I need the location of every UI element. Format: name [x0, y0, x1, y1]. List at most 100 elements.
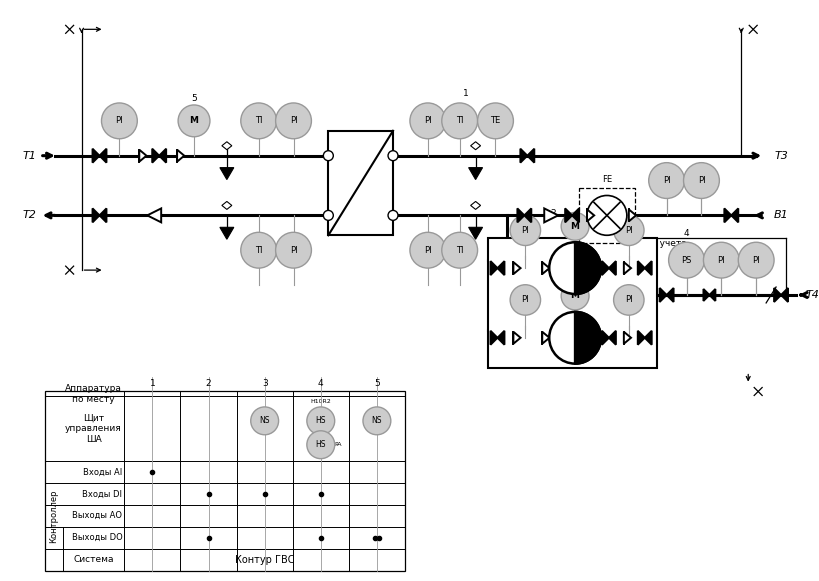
Polygon shape: [147, 209, 161, 223]
Text: 4: 4: [683, 229, 689, 238]
Text: Выходы DO: Выходы DO: [71, 533, 122, 542]
Text: 4: 4: [318, 379, 324, 388]
Polygon shape: [219, 168, 233, 180]
Polygon shape: [637, 331, 644, 345]
Circle shape: [387, 150, 397, 161]
Text: M: M: [570, 222, 579, 231]
Text: T2: T2: [23, 210, 37, 220]
Text: 3: 3: [261, 379, 267, 388]
Polygon shape: [177, 150, 184, 162]
Text: Входы DI: Входы DI: [82, 489, 122, 498]
Text: TI: TI: [255, 116, 262, 125]
Text: к узлу учета: к узлу учета: [626, 239, 686, 248]
Polygon shape: [609, 261, 615, 275]
Text: TI: TI: [455, 246, 463, 254]
Circle shape: [363, 407, 391, 435]
Polygon shape: [586, 209, 594, 221]
Polygon shape: [601, 261, 609, 275]
Circle shape: [737, 242, 773, 278]
Polygon shape: [574, 242, 600, 294]
Polygon shape: [219, 227, 233, 239]
Polygon shape: [574, 312, 600, 364]
Polygon shape: [623, 332, 631, 344]
Text: Щит
управления
ША: Щит управления ША: [65, 414, 122, 444]
Circle shape: [683, 163, 718, 199]
Circle shape: [387, 210, 397, 220]
Text: PI: PI: [521, 226, 528, 235]
Text: 2: 2: [550, 209, 555, 218]
Circle shape: [306, 431, 334, 458]
Polygon shape: [470, 142, 480, 150]
Polygon shape: [490, 261, 497, 275]
Polygon shape: [99, 149, 106, 163]
Polygon shape: [99, 209, 106, 223]
Circle shape: [509, 215, 540, 246]
Text: TI: TI: [255, 246, 262, 254]
Circle shape: [549, 242, 600, 294]
Polygon shape: [468, 168, 482, 180]
Polygon shape: [623, 262, 631, 274]
Text: 1: 1: [149, 379, 155, 388]
Circle shape: [275, 103, 311, 139]
Text: PI: PI: [752, 256, 759, 265]
Polygon shape: [513, 332, 520, 344]
Polygon shape: [139, 150, 147, 162]
Circle shape: [410, 232, 446, 268]
Polygon shape: [601, 331, 609, 345]
Text: PI: PI: [521, 296, 528, 304]
Polygon shape: [703, 289, 708, 301]
Text: T4: T4: [805, 290, 819, 300]
Polygon shape: [544, 209, 558, 223]
Text: B1: B1: [773, 210, 788, 220]
Text: PI: PI: [624, 296, 632, 304]
Polygon shape: [541, 332, 549, 344]
Text: Контур ГВС: Контур ГВС: [234, 555, 294, 565]
Text: PI: PI: [624, 226, 632, 235]
Text: Входы AI: Входы AI: [83, 468, 122, 476]
Polygon shape: [222, 142, 232, 150]
Polygon shape: [666, 288, 672, 302]
Polygon shape: [658, 288, 666, 302]
Circle shape: [410, 103, 446, 139]
Text: 5: 5: [373, 379, 379, 388]
Polygon shape: [523, 209, 531, 223]
Circle shape: [102, 103, 137, 139]
Polygon shape: [497, 331, 504, 345]
Text: PI: PI: [423, 116, 431, 125]
Polygon shape: [527, 149, 534, 163]
Text: 1: 1: [462, 89, 468, 99]
Polygon shape: [93, 209, 99, 223]
Bar: [578, 188, 634, 243]
Circle shape: [306, 407, 334, 435]
Circle shape: [560, 213, 588, 241]
Circle shape: [613, 285, 643, 315]
Text: 3: 3: [572, 302, 577, 310]
Circle shape: [613, 215, 643, 246]
Text: M: M: [189, 116, 198, 125]
Circle shape: [586, 195, 626, 235]
Text: PS: PS: [681, 256, 691, 265]
Polygon shape: [513, 262, 520, 274]
Polygon shape: [723, 209, 731, 223]
Circle shape: [323, 210, 333, 220]
Text: TI: TI: [455, 116, 463, 125]
Text: PA: PA: [334, 442, 342, 447]
Polygon shape: [644, 331, 651, 345]
Circle shape: [441, 103, 477, 139]
Polygon shape: [628, 209, 636, 221]
Bar: [45, 392, 405, 571]
Polygon shape: [564, 209, 572, 223]
Circle shape: [648, 163, 684, 199]
Circle shape: [241, 103, 276, 139]
Polygon shape: [517, 209, 523, 223]
Text: Система: Система: [73, 555, 114, 564]
Circle shape: [560, 282, 588, 310]
Circle shape: [323, 150, 333, 161]
Text: NS: NS: [259, 417, 269, 425]
Polygon shape: [159, 149, 166, 163]
Text: PI: PI: [717, 256, 724, 265]
Text: PI: PI: [423, 246, 431, 254]
Text: PI: PI: [697, 176, 704, 185]
Circle shape: [178, 105, 210, 137]
Text: TE: TE: [490, 116, 500, 125]
